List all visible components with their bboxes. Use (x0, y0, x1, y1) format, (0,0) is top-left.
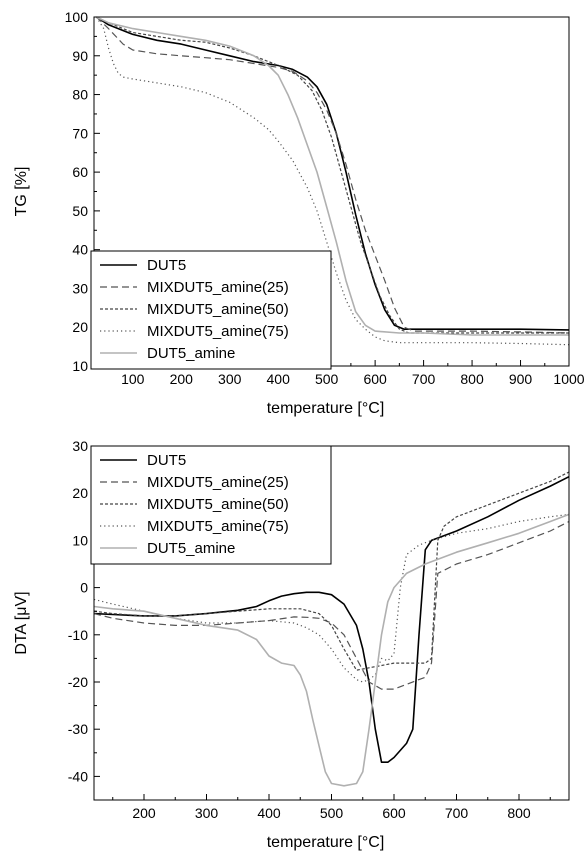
dta-chart: 200 300 400 500 600 700 800 -40 -30 -20 -10 0 10 20 30… (13, 438, 570, 851)
series-line-0 (95, 16, 570, 331)
x-tick-label: 800 (507, 805, 531, 821)
tg-chart: 100 200 300 400 500 600 700 800 900 1000 10 20 30 40 5… (13, 9, 585, 417)
x-tick-label: 100 (121, 371, 145, 387)
legend-label: MIXDUT5_amine(25) (147, 279, 289, 296)
x-tick-label: 500 (315, 371, 339, 387)
x-tick-label: 500 (320, 805, 344, 821)
legend-label: DUT5_amine (147, 540, 235, 557)
y-axis-label: TG [%] (13, 167, 30, 217)
legend-label: MIXDUT5_amine(75) (147, 323, 289, 340)
x-tick-label: 700 (445, 805, 469, 821)
legend-label: DUT5 (147, 257, 186, 274)
series-line-3 (93, 513, 570, 683)
legend-label: MIXDUT5_amine(25) (147, 474, 289, 491)
y-tick-label: 30 (72, 438, 88, 454)
y-tick-label: 20 (72, 485, 88, 501)
x-axis-label: temperature [°C] (267, 834, 385, 851)
y-tick-label: 40 (72, 242, 88, 258)
legend-label: DUT5_amine (147, 345, 235, 362)
x-axis-label: temperature [°C] (267, 400, 385, 417)
x-tick-label: 300 (195, 805, 219, 821)
y-tick-label: 10 (72, 358, 88, 374)
legend-label: MIXDUT5_amine(75) (147, 518, 289, 535)
x-tick-label: 700 (412, 371, 436, 387)
y-tick-label: 100 (65, 9, 89, 25)
series-line-4 (93, 513, 570, 787)
y-tick-label: -10 (68, 627, 88, 643)
y-tick-label: 0 (80, 580, 88, 596)
y-tick-label: 10 (72, 532, 88, 548)
series-line-1 (93, 520, 570, 690)
x-tick-label: 800 (460, 371, 484, 387)
y-tick-label: 50 (72, 203, 88, 219)
legend-box (90, 445, 332, 565)
x-tick-label: 300 (218, 371, 242, 387)
series-line-4 (96, 16, 569, 336)
y-tick-label: -20 (68, 674, 88, 690)
legend-label: DUT5 (147, 452, 186, 469)
y-tick-label: -30 (68, 721, 88, 737)
y-tick-label: -40 (68, 768, 88, 784)
legend-box (90, 250, 332, 370)
x-tick-label: 200 (132, 805, 156, 821)
y-tick-label: 80 (72, 87, 88, 103)
x-tick-label: 400 (257, 805, 281, 821)
legend-label: MIXDUT5_amine(50) (147, 301, 289, 318)
x-tick-label: 400 (267, 371, 291, 387)
y-axis-label: DTA [μV] (13, 591, 30, 654)
x-tick-label: 900 (509, 371, 533, 387)
y-tick-label: 90 (72, 48, 88, 64)
y-tick-label: 30 (72, 280, 88, 296)
x-tick-label: 600 (382, 805, 406, 821)
series-line-0 (93, 475, 570, 764)
x-tick-label: 1000 (553, 371, 584, 387)
y-tick-label: 60 (72, 164, 88, 180)
x-tick-label: 600 (363, 371, 387, 387)
series-line-1 (95, 16, 570, 334)
x-tick-label: 200 (170, 371, 194, 387)
y-tick-label: 20 (72, 319, 88, 335)
y-tick-label: 70 (72, 125, 88, 141)
legend-label: MIXDUT5_amine(50) (147, 496, 289, 513)
